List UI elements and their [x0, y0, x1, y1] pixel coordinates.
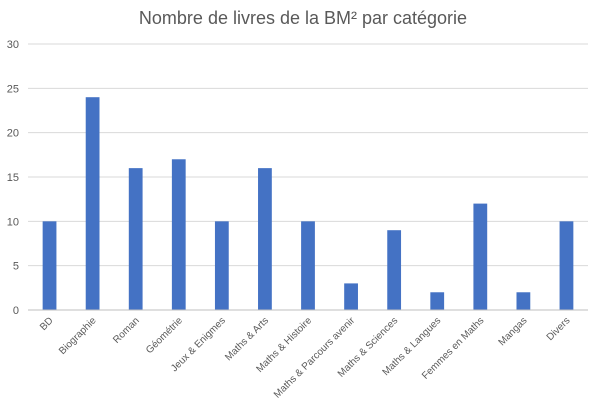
- bar: [85, 97, 100, 310]
- bars: [42, 97, 574, 310]
- gridlines: [28, 43, 588, 267]
- x-tick-label: Géométrie: [144, 315, 185, 356]
- x-tick-label: Divers: [545, 315, 573, 343]
- y-tick-label: 0: [13, 305, 19, 317]
- x-tick-label: Roman: [111, 315, 142, 346]
- y-tick-label: 15: [7, 172, 19, 184]
- y-tick-label: 20: [7, 128, 19, 140]
- bar: [516, 292, 531, 310]
- bar: [171, 159, 186, 310]
- x-tick-label: Mangas: [497, 315, 530, 348]
- bar: [387, 230, 402, 310]
- bar: [214, 221, 229, 310]
- chart-title: Nombre de livres de la BM² par catégorie: [139, 8, 467, 28]
- y-tick-label: 25: [7, 83, 19, 95]
- bar: [473, 203, 488, 310]
- bar: [128, 168, 143, 310]
- bar: [430, 292, 445, 310]
- x-tick-label: Biographie: [57, 315, 99, 357]
- y-axis-ticks: 0 5 10 15 20 25 30: [7, 39, 19, 317]
- y-tick-label: 10: [7, 216, 19, 228]
- bar: [301, 221, 315, 310]
- bar: [42, 221, 57, 310]
- x-tick-label: Maths & Arts: [223, 315, 271, 363]
- y-tick-label: 5: [13, 261, 19, 273]
- bar: [258, 168, 272, 310]
- x-tick-label: BD: [38, 315, 56, 333]
- y-tick-label: 30: [7, 39, 19, 51]
- bar: [559, 221, 574, 310]
- bar: [344, 283, 358, 310]
- x-tick-label: Maths & Parcours avenir: [272, 315, 358, 401]
